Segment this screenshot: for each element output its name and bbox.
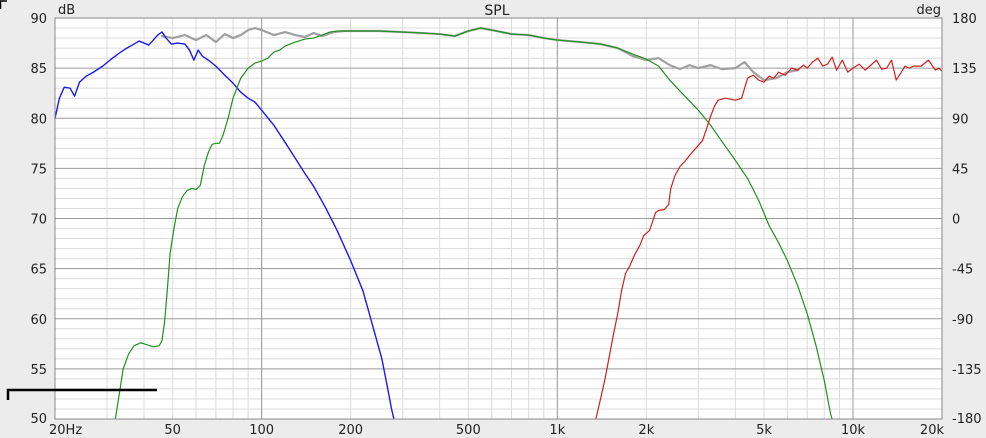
y-tick-label-left: 55 xyxy=(30,363,47,378)
y-tick-label-right: -45 xyxy=(952,263,973,278)
x-tick-label: 10k xyxy=(841,423,866,438)
y-tick-label-right: 135 xyxy=(952,62,977,77)
y-tick-label-right: -90 xyxy=(952,313,973,328)
level-marker-line xyxy=(6,388,157,400)
x-tick-label: 2k xyxy=(638,423,654,438)
x-axis-ticks: 20Hz 50 100 200 500 1k 2k 5k 10k 20k xyxy=(49,423,944,438)
y-tick-label-left: 75 xyxy=(30,162,47,177)
y-axis-right-ticks: -180 -135 -90 -45 0 45 90 135 180 xyxy=(952,12,982,427)
y-tick-label-left: 85 xyxy=(30,62,47,77)
x-tick-label: 5k xyxy=(756,423,772,438)
x-tick-label: 1k xyxy=(549,423,565,438)
y-tick-label-left: 50 xyxy=(30,412,47,427)
x-tick-label: 100 xyxy=(249,423,274,438)
y-tick-label-left: 90 xyxy=(30,12,47,27)
series-line-3 xyxy=(114,27,833,420)
y-axis-right-unit: deg xyxy=(916,3,941,18)
corner-marker-icon xyxy=(0,0,7,9)
grid-major xyxy=(55,18,942,419)
y-axis-left-unit: dB xyxy=(58,3,75,18)
y-tick-label-right: 180 xyxy=(952,12,977,27)
y-tick-label-left: 80 xyxy=(30,112,47,127)
x-tick-label: 500 xyxy=(456,423,481,438)
y-tick-label-right: 45 xyxy=(952,162,969,177)
chart-title: SPL xyxy=(484,3,509,19)
y-tick-label-left: 60 xyxy=(30,313,47,328)
series-layer xyxy=(54,26,943,420)
plot-border xyxy=(54,17,943,420)
y-tick-label-left: 70 xyxy=(30,213,47,228)
y-tick-label-right: -180 xyxy=(952,412,982,427)
x-tick-label: 20Hz xyxy=(49,423,82,438)
series-line-2 xyxy=(54,31,395,420)
y-tick-label-left: 65 xyxy=(30,263,47,278)
series-line-4 xyxy=(595,56,943,420)
x-tick-label: 50 xyxy=(164,423,181,438)
y-axis-left-ticks: 50 55 60 65 70 75 80 85 90 xyxy=(30,12,47,427)
x-tick-label: 200 xyxy=(338,423,363,438)
x-tick-label: 20k xyxy=(920,423,945,438)
y-tick-label-right: 90 xyxy=(952,112,969,127)
y-tick-label-right: 0 xyxy=(952,213,960,228)
y-tick-label-right: -135 xyxy=(952,363,982,378)
